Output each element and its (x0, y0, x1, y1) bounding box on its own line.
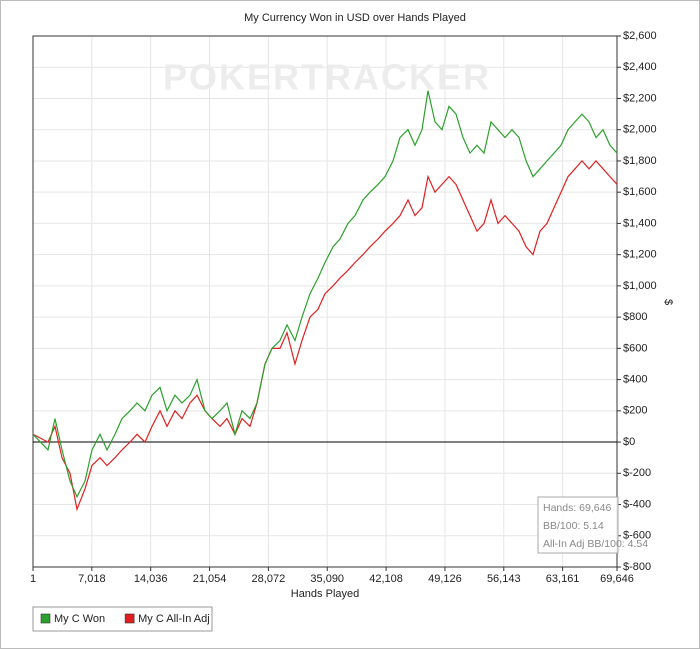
x-axis-label: Hands Played (291, 588, 360, 600)
x-tick-label: 1 (30, 573, 36, 585)
y-tick-label: $-600 (623, 530, 651, 542)
x-tick-label: 56,143 (487, 573, 521, 585)
y-tick-label: $0 (623, 436, 635, 448)
y-axis-label: $ (662, 299, 674, 305)
y-tick-label: $1,800 (623, 155, 657, 167)
y-tick-label: $2,200 (623, 92, 657, 104)
legend-label: My C All-In Adj (138, 613, 210, 625)
y-tick-label: $-400 (623, 498, 651, 510)
y-tick-label: $-800 (623, 561, 651, 573)
annotation: BB/100: 5.14 (543, 520, 604, 532)
y-tick-label: $1,400 (623, 217, 657, 229)
x-tick-label: 63,161 (546, 573, 580, 585)
legend-swatch (40, 613, 51, 624)
y-tick-label: $2,000 (623, 124, 657, 136)
y-tick-label: $1,200 (623, 249, 657, 261)
series-line (32, 159, 618, 512)
x-tick-label: 21,054 (193, 573, 227, 585)
y-tick-label: $200 (623, 405, 647, 417)
x-tick-label: 7,018 (78, 573, 106, 585)
annotation: Hands: 69,646 (543, 502, 611, 514)
y-tick-label: $400 (623, 373, 647, 385)
y-tick-label: $1,000 (623, 280, 657, 292)
x-tick-label: 35,090 (310, 573, 344, 585)
legend-swatch (124, 613, 135, 624)
x-tick-label: 69,646 (600, 573, 634, 585)
x-tick-label: 28,072 (252, 573, 286, 585)
annotation-box (537, 496, 619, 554)
watermark: POKERTRACKER (163, 57, 491, 98)
x-tick-label: 42,108 (369, 573, 403, 585)
legend-box (32, 606, 213, 632)
y-tick-label: $-200 (623, 467, 651, 479)
x-tick-label: 14,036 (134, 573, 168, 585)
chart-title: My Currency Won in USD over Hands Played (244, 12, 466, 24)
y-tick-label: $600 (623, 342, 647, 354)
plot-border (32, 35, 618, 568)
series-line (32, 90, 618, 499)
annotation: All-In Adj BB/100: 4.54 (543, 538, 648, 550)
y-tick-label: $1,600 (623, 186, 657, 198)
y-tick-label: $2,400 (623, 61, 657, 73)
y-tick-label: $800 (623, 311, 647, 323)
y-tick-label: $2,600 (623, 30, 657, 42)
legend-label: My C Won (54, 613, 105, 625)
x-tick-label: 49,126 (428, 573, 462, 585)
